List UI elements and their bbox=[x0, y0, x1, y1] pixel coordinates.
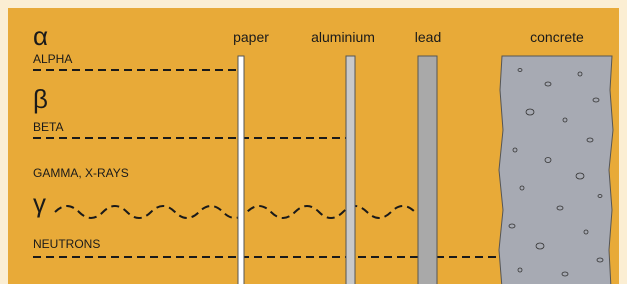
radiation-label: BETA bbox=[33, 120, 63, 134]
paper-barrier bbox=[238, 56, 244, 284]
radiation-symbol: γ bbox=[33, 188, 46, 218]
concrete-barrier bbox=[499, 56, 613, 284]
aluminium-barrier bbox=[346, 56, 355, 284]
radiation-label: NEUTRONS bbox=[33, 237, 100, 251]
page: paper aluminium lead concrete α ALPHA β … bbox=[0, 0, 627, 284]
material-label: paper bbox=[233, 29, 269, 45]
diagram: paper aluminium lead concrete α ALPHA β … bbox=[0, 0, 627, 284]
radiation-label: ALPHA bbox=[33, 52, 72, 66]
radiation-symbol: β bbox=[33, 84, 48, 114]
material-label: aluminium bbox=[311, 29, 375, 45]
material-label: concrete bbox=[530, 29, 584, 45]
radiation-symbol: α bbox=[33, 21, 48, 51]
material-label: lead bbox=[415, 29, 441, 45]
lead-barrier bbox=[418, 56, 437, 284]
radiation-label: GAMMA, X-RAYS bbox=[33, 166, 129, 180]
